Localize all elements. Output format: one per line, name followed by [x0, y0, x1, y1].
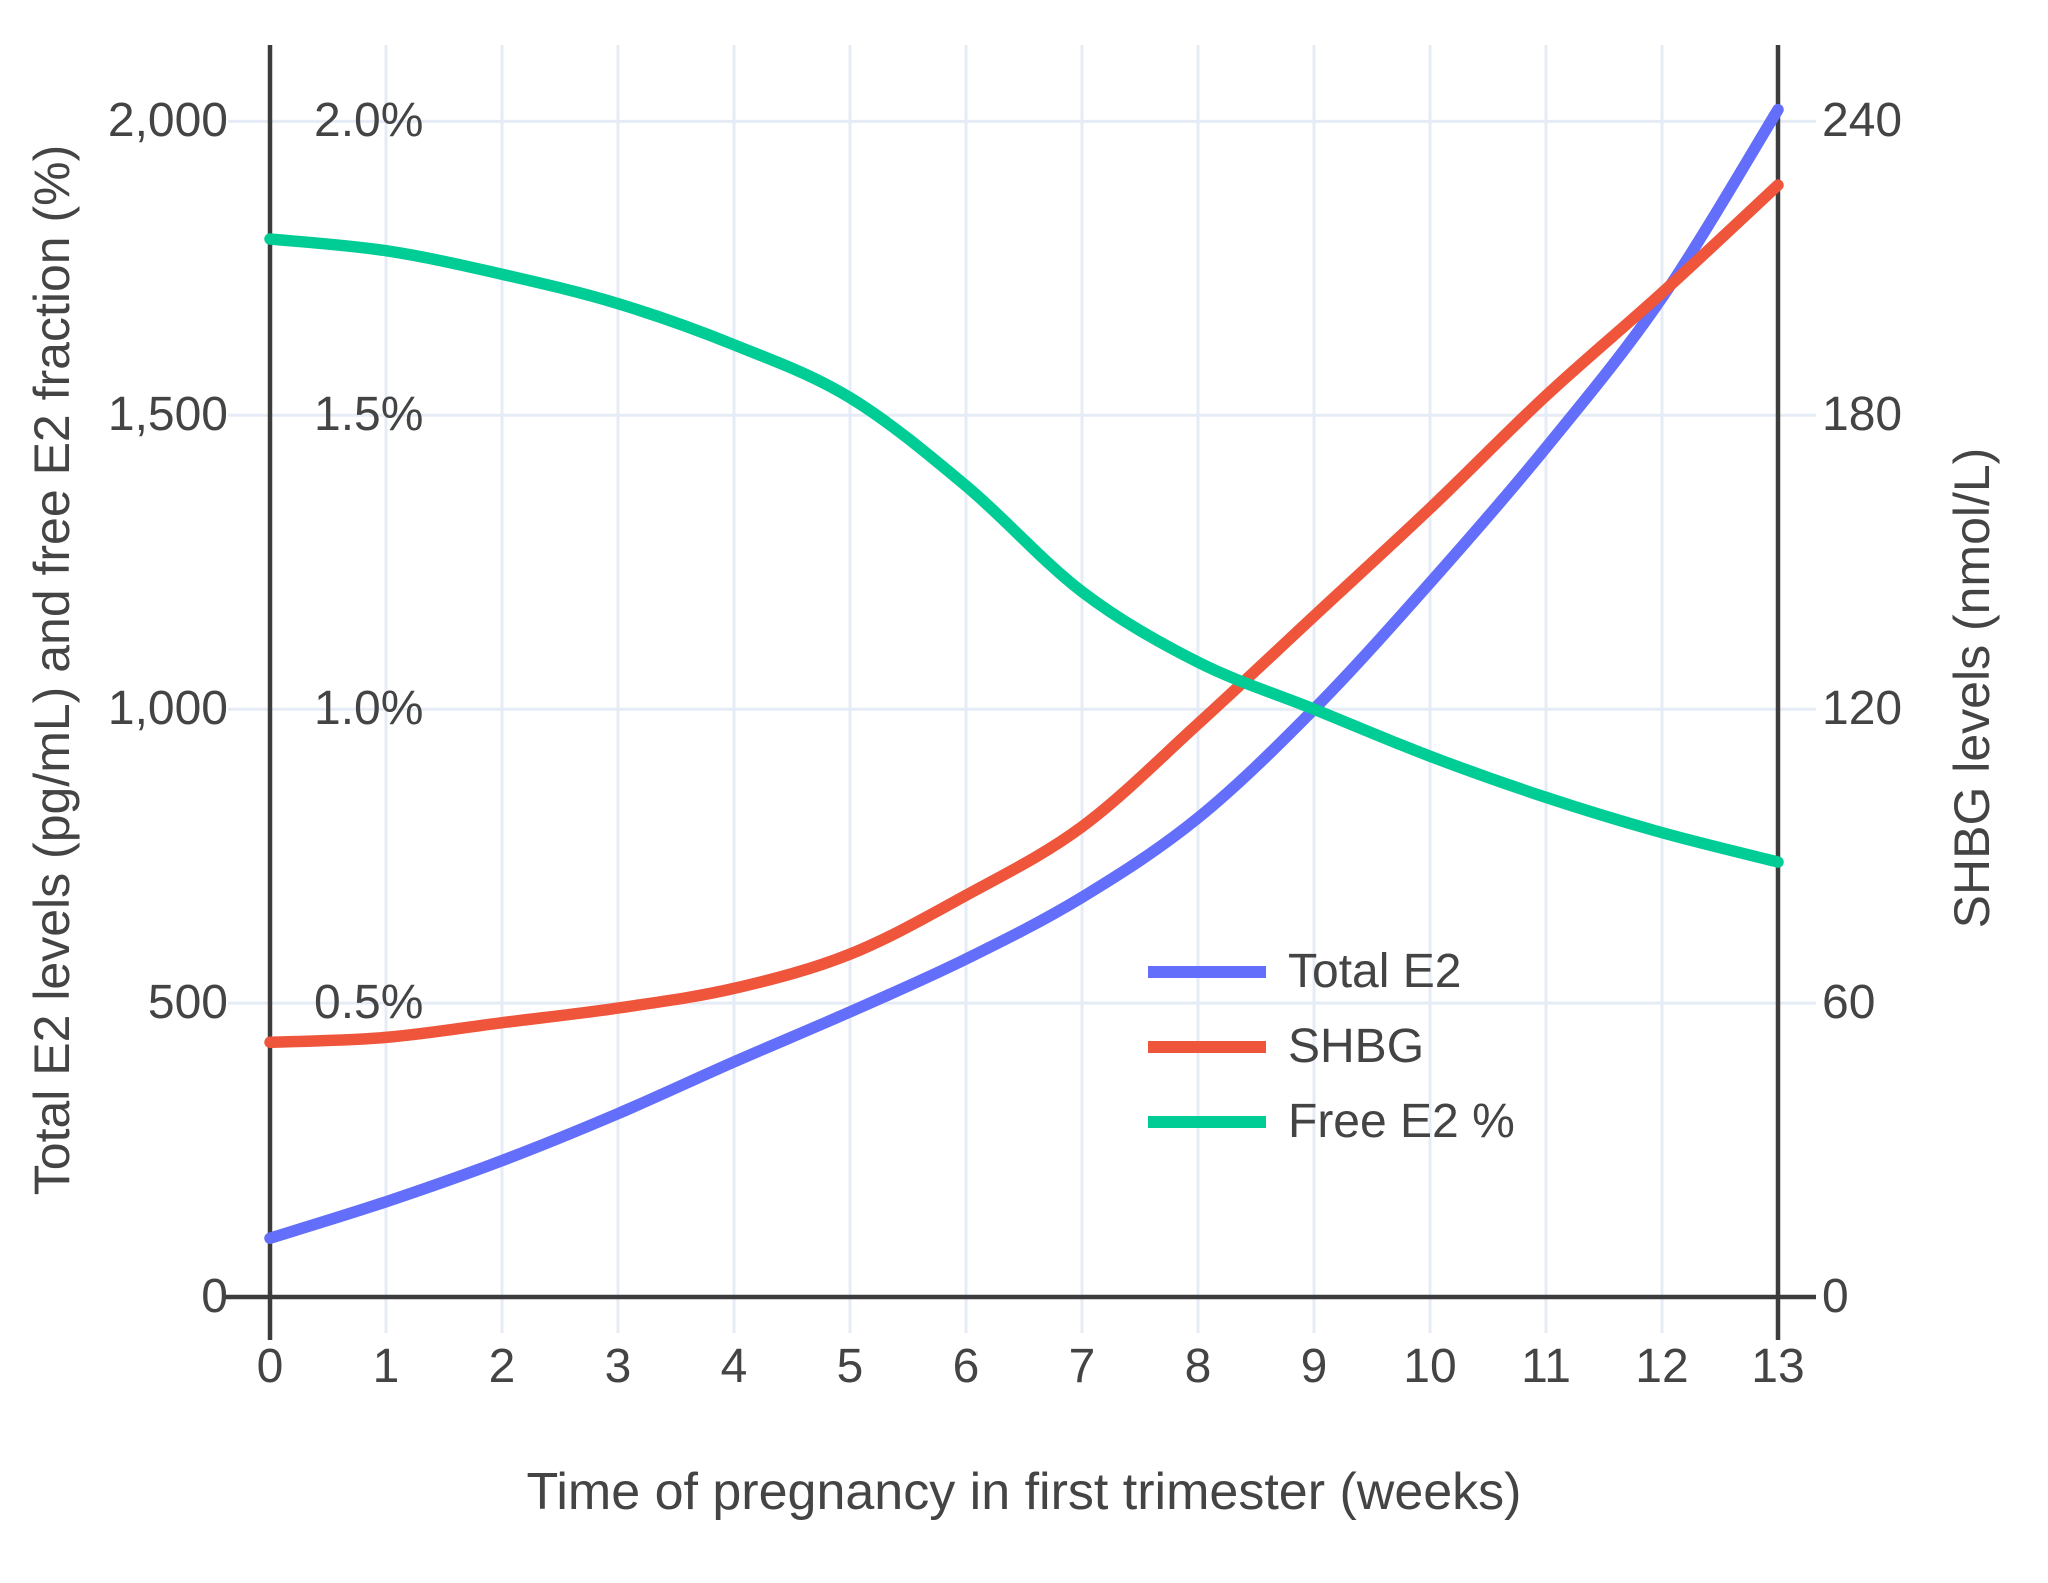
free-e2-percent-tick-label: 1.0% [314, 682, 424, 736]
total-e2-line [264, 103, 1784, 1244]
legend-item-free-e2[interactable]: Free E2 % [1148, 1084, 1515, 1159]
left-y-axis-title: Total E2 levels (pg/mL) and free E2 frac… [24, 144, 80, 1196]
x-tick-label: 5 [836, 1340, 864, 1393]
x-tick-label: 9 [1300, 1340, 1328, 1393]
x-tick-label: 4 [720, 1340, 748, 1393]
legend: Total E2 SHBG Free E2 % [1148, 934, 1515, 1159]
right-y-tick-label: 120 [1822, 682, 1903, 736]
x-tick-label: 0 [256, 1340, 284, 1393]
x-tick-label: 10 [1403, 1340, 1457, 1393]
left-y-tick-label: 2,000 [107, 94, 228, 148]
right-y-tick-label: 180 [1822, 388, 1903, 442]
left-y-tick-label: 1,000 [107, 682, 228, 736]
legend-item-total-e2[interactable]: Total E2 [1148, 934, 1515, 1009]
x-tick-label: 1 [372, 1340, 400, 1393]
legend-swatch-icon [1148, 1115, 1266, 1128]
x-tick-label: 2 [488, 1340, 516, 1393]
x-tick-label: 7 [1068, 1340, 1096, 1393]
legend-swatch-icon [1148, 1040, 1266, 1053]
right-y-axis-title: SHBG levels (nmol/L) [1944, 447, 2000, 929]
shbg-line [264, 179, 1784, 1049]
free-e2-line [264, 233, 1784, 868]
legend-label: SHBG [1288, 1020, 1425, 1073]
x-tick-label: 13 [1751, 1340, 1805, 1393]
free-e2-percent-tick-label: 1.5% [314, 388, 424, 442]
legend-label: Total E2 [1288, 945, 1462, 998]
left-y-tick-label: 0 [201, 1270, 228, 1323]
right-y-tick-label: 240 [1822, 94, 1903, 148]
legend-swatch-icon [1148, 965, 1266, 978]
free-e2-percent-tick-label: 2.0% [314, 94, 424, 148]
x-tick-label: 6 [952, 1340, 980, 1393]
free-e2-percent-tick-label: 0.5% [314, 976, 424, 1030]
right-y-tick-label: 0 [1822, 1270, 1849, 1323]
x-tick-label: 12 [1635, 1340, 1689, 1393]
legend-item-shbg[interactable]: SHBG [1148, 1009, 1515, 1084]
left-y-tick-label: 1,500 [107, 388, 228, 442]
left-y-tick-label: 500 [147, 976, 228, 1030]
legend-label: Free E2 % [1288, 1095, 1515, 1148]
x-tick-label: 8 [1184, 1340, 1212, 1393]
x-tick-label: 11 [1521, 1340, 1571, 1393]
right-y-tick-label: 60 [1822, 976, 1876, 1030]
x-axis-title: Time of pregnancy in first trimester (we… [526, 1463, 1522, 1521]
x-tick-label: 3 [604, 1340, 632, 1393]
